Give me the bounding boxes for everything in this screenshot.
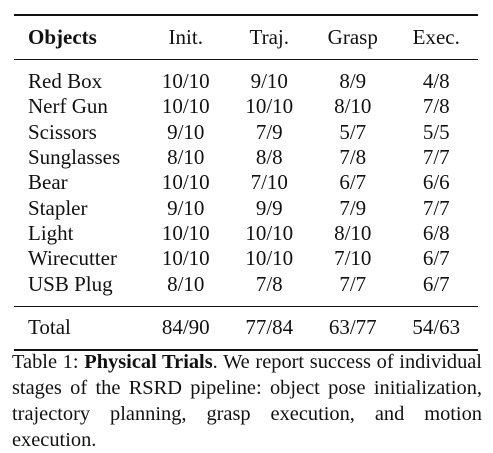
total-row: Total 84/90 77/84 63/77 54/63 bbox=[14, 306, 478, 351]
cell-object: Sunglasses bbox=[28, 145, 121, 170]
cell-init: 10/10 bbox=[161, 246, 210, 271]
table-row: Sunglasses 8/10 8/8 7/8 7/7 bbox=[14, 145, 478, 170]
cell-exec: 6/8 bbox=[422, 220, 450, 245]
table-caption: Table 1: Physical Trials. We report succ… bbox=[12, 349, 482, 453]
cell-exec: 6/7 bbox=[394, 271, 478, 307]
cell-exec: 5/5 bbox=[422, 119, 450, 144]
cell-traj: 7/8 bbox=[227, 271, 311, 307]
cell-exec: 4/8 bbox=[422, 69, 450, 94]
table-row: Scissors 9/10 7/9 5/7 5/5 bbox=[14, 120, 478, 145]
cell-object: Scissors bbox=[28, 119, 97, 144]
cell-grasp: 8/10 bbox=[334, 220, 372, 245]
cell-grasp: 8/10 bbox=[334, 94, 372, 119]
cell-init: 8/10 bbox=[167, 145, 205, 170]
cell-object: Stapler bbox=[28, 195, 88, 220]
cell-grasp: 5/7 bbox=[339, 119, 367, 144]
header-init: Init. bbox=[144, 15, 228, 60]
table-body: Red Box 10/10 9/10 8/9 4/8 Nerf Gun 10/1… bbox=[14, 60, 478, 307]
total-label: Total bbox=[14, 306, 144, 351]
caption-label: Table 1: bbox=[12, 351, 85, 373]
cell-traj: 7/10 bbox=[250, 170, 288, 195]
cell-object: Red Box bbox=[28, 69, 103, 94]
total-init: 84/90 bbox=[144, 306, 228, 351]
cell-traj: 7/9 bbox=[255, 119, 283, 144]
table-row: Red Box 10/10 9/10 8/9 4/8 bbox=[14, 60, 478, 95]
cell-traj: 9/9 bbox=[255, 195, 283, 220]
cell-init: 10/10 bbox=[161, 170, 210, 195]
total-traj: 77/84 bbox=[227, 306, 311, 351]
cell-grasp: 6/7 bbox=[339, 170, 367, 195]
table-total: Total 84/90 77/84 63/77 54/63 bbox=[14, 306, 478, 351]
cell-object: Wirecutter bbox=[28, 246, 117, 271]
total-exec: 54/63 bbox=[394, 306, 478, 351]
cell-object: Bear bbox=[28, 170, 68, 195]
cell-exec: 7/7 bbox=[422, 195, 450, 220]
physical-trials-table: Objects Init. Traj. Grasp Exec. Red Box … bbox=[14, 14, 478, 351]
cell-exec: 6/6 bbox=[422, 170, 450, 195]
cell-object: Light bbox=[28, 220, 74, 245]
total-grasp: 63/77 bbox=[311, 306, 395, 351]
cell-traj: 10/10 bbox=[245, 246, 294, 271]
cell-object: USB Plug bbox=[14, 271, 144, 307]
cell-traj: 10/10 bbox=[245, 220, 294, 245]
table-header-row: Objects Init. Traj. Grasp Exec. bbox=[14, 15, 478, 60]
cell-init: 10/10 bbox=[161, 220, 210, 245]
cell-exec: 7/7 bbox=[422, 145, 450, 170]
table-row: Light 10/10 10/10 8/10 6/8 bbox=[14, 221, 478, 246]
table-row: Wirecutter 10/10 10/10 7/10 6/7 bbox=[14, 246, 478, 271]
cell-exec: 7/8 bbox=[422, 94, 450, 119]
cell-init: 10/10 bbox=[161, 69, 210, 94]
header-traj: Traj. bbox=[227, 15, 311, 60]
cell-init: 9/10 bbox=[167, 119, 205, 144]
table-row: Stapler 9/10 9/9 7/9 7/7 bbox=[14, 195, 478, 220]
header-grasp: Grasp bbox=[311, 15, 395, 60]
cell-traj: 10/10 bbox=[245, 94, 294, 119]
cell-exec: 6/7 bbox=[422, 246, 450, 271]
cell-grasp: 7/7 bbox=[311, 271, 395, 307]
cell-init: 10/10 bbox=[161, 94, 210, 119]
header-exec: Exec. bbox=[394, 15, 478, 60]
header-objects: Objects bbox=[14, 15, 144, 60]
table-row: Bear 10/10 7/10 6/7 6/6 bbox=[14, 170, 478, 195]
table-row: Nerf Gun 10/10 10/10 8/10 7/8 bbox=[14, 94, 478, 119]
cell-traj: 9/10 bbox=[250, 69, 288, 94]
cell-traj: 8/8 bbox=[255, 145, 283, 170]
cell-grasp: 7/10 bbox=[334, 246, 372, 271]
cell-object: Nerf Gun bbox=[28, 94, 108, 119]
cell-grasp: 7/9 bbox=[339, 195, 367, 220]
cell-init: 9/10 bbox=[167, 195, 205, 220]
cell-grasp: 8/9 bbox=[339, 69, 367, 94]
table-row: USB Plug 8/10 7/8 7/7 6/7 bbox=[14, 271, 478, 307]
caption-text: . We report success of individual stages… bbox=[12, 351, 482, 451]
cell-init: 8/10 bbox=[144, 271, 228, 307]
caption-title: Physical Trials bbox=[84, 351, 213, 373]
results-table-container: Objects Init. Traj. Grasp Exec. Red Box … bbox=[14, 14, 478, 351]
cell-grasp: 7/8 bbox=[339, 145, 367, 170]
